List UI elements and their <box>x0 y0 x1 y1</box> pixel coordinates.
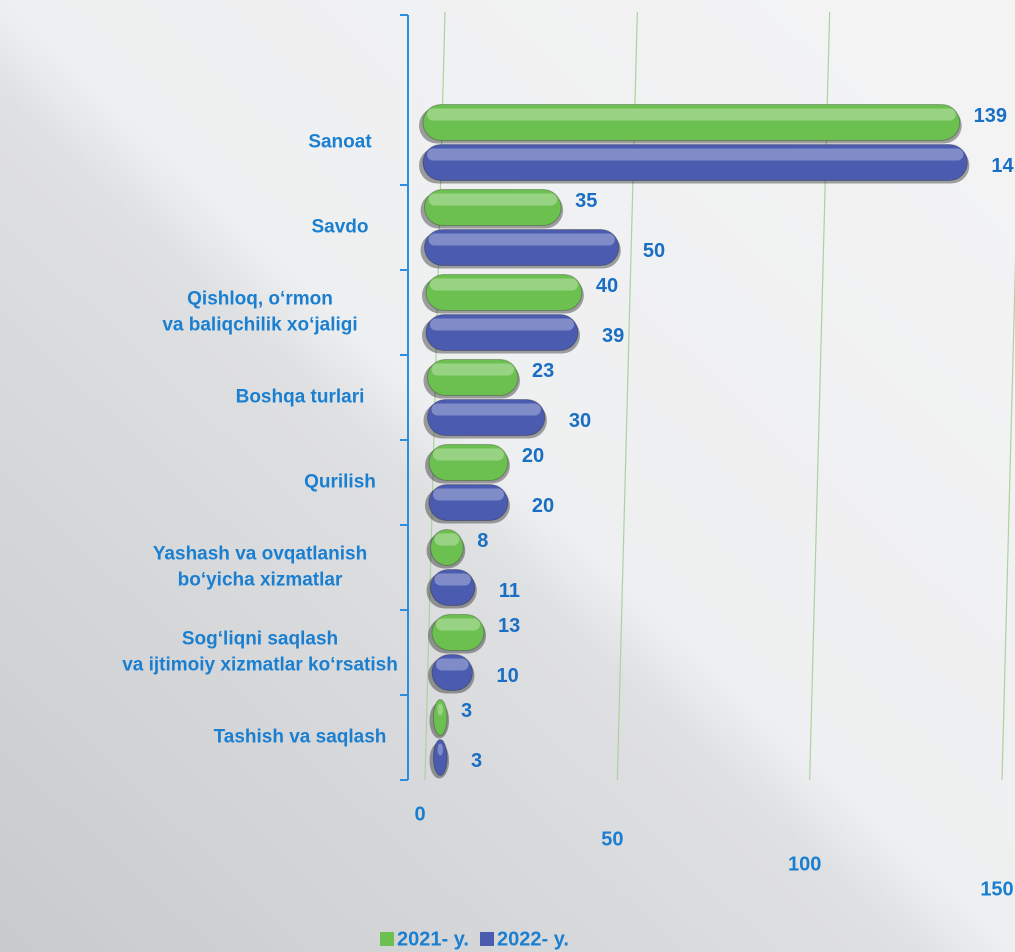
data-label: 23 <box>532 360 554 382</box>
x-tick-label: 50 <box>601 828 623 850</box>
bar-highlight <box>430 318 575 331</box>
bar-highlight <box>430 278 578 291</box>
category-line: va ijtimoiy xizmatlar ko‘rsatish <box>122 655 398 676</box>
category-line: Qurilish <box>304 472 376 493</box>
data-label: 20 <box>522 445 544 467</box>
bar-highlight <box>437 743 444 756</box>
bar <box>427 359 519 396</box>
bar-highlight <box>431 363 514 376</box>
bar <box>430 529 464 566</box>
legend-swatch <box>480 932 494 946</box>
bar <box>422 104 961 141</box>
category-label: Savdo <box>311 217 368 238</box>
category-line: va baliqchilik xo‘jaligi <box>162 315 357 336</box>
data-label: 139 <box>974 105 1007 127</box>
bar <box>427 399 546 436</box>
category-line: Sog‘liqni saqlash <box>182 629 338 650</box>
bar <box>422 144 968 181</box>
category-line: Boshqa turlari <box>236 387 365 408</box>
bar-highlight <box>434 573 471 586</box>
bar-highlight <box>428 233 615 246</box>
bar-highlight <box>436 658 469 671</box>
category-line: Yashash va ovqatlanish <box>153 544 367 565</box>
category-label: Yashash va ovqatlanish bo‘yicha xizmatlar <box>153 544 367 591</box>
x-tick-label: 100 <box>788 853 821 875</box>
bar-highlight <box>437 703 444 716</box>
data-label: 35 <box>575 190 597 212</box>
grid-line <box>1001 257 1015 781</box>
legend-label: 2021- y. <box>397 928 469 950</box>
data-label: 11 <box>499 580 520 602</box>
bar <box>431 614 485 651</box>
bar-highlight <box>433 488 504 501</box>
data-label: 13 <box>498 615 520 637</box>
data-label: 10 <box>496 665 518 687</box>
category-label: Qishloq, o‘rmon va baliqchilik xo‘jaligi <box>162 289 357 336</box>
bar <box>430 569 476 606</box>
data-label: 8 <box>477 530 488 552</box>
category-line: Qishloq, o‘rmon <box>187 289 333 310</box>
x-tick-label: 0 <box>414 803 425 825</box>
category-label: Sanoat <box>308 132 372 153</box>
category-label: Qurilish <box>304 472 376 493</box>
bar <box>428 444 509 481</box>
category-label: Boshqa turlari <box>236 387 365 408</box>
category-line: Tashish va saqlash <box>214 727 387 748</box>
bar-highlight <box>427 148 964 161</box>
category-line: Savdo <box>311 217 368 238</box>
bar-highlight <box>434 533 460 546</box>
data-label: 50 <box>643 240 665 262</box>
bar-highlight <box>428 193 558 206</box>
bar <box>431 654 473 691</box>
data-label: 39 <box>602 325 624 347</box>
bar-highlight <box>436 618 481 631</box>
data-label: 141 <box>991 155 1015 177</box>
bar-highlight <box>431 403 541 416</box>
bar <box>433 739 448 776</box>
category-label: Tashish va saqlash <box>214 727 387 748</box>
x-tick-label: 150 <box>980 878 1013 900</box>
bar-highlight <box>427 108 956 121</box>
bar <box>425 314 579 351</box>
data-label: 30 <box>569 410 591 432</box>
data-label: 40 <box>596 275 618 297</box>
bar <box>424 189 562 226</box>
category-line: Sanoat <box>308 132 372 153</box>
data-label: 20 <box>532 495 554 517</box>
bar-highlight <box>433 448 504 461</box>
bar <box>433 699 448 736</box>
legend-label: 2022- y. <box>497 928 569 950</box>
bar <box>424 229 620 266</box>
bar <box>425 274 583 311</box>
bar <box>428 484 509 521</box>
data-label: 3 <box>461 700 472 722</box>
legend-swatch <box>380 932 394 946</box>
category-line: bo‘yicha xizmatlar <box>178 570 343 591</box>
data-label: 3 <box>471 750 482 772</box>
category-label: Sog‘liqni saqlash va ijtimoiy xizmatlar k… <box>122 629 398 676</box>
